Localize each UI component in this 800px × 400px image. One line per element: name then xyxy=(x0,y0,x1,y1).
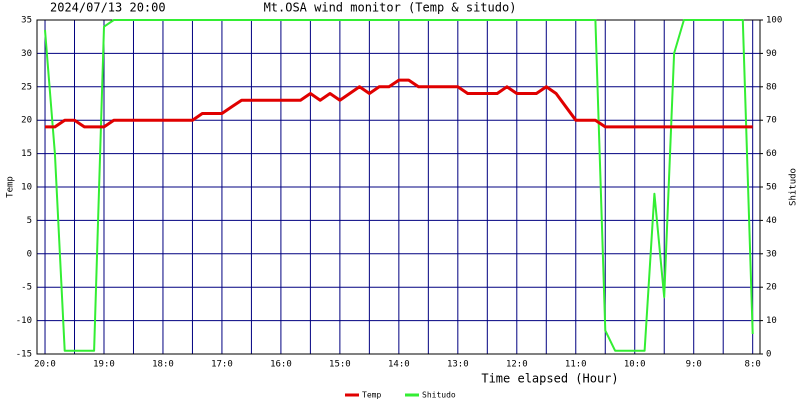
y-axis-title: Temp xyxy=(6,176,16,198)
x-tick-label: 8:0 xyxy=(745,360,761,370)
y2-tick-label: 20 xyxy=(766,283,777,293)
y2-tick-label: 90 xyxy=(766,49,777,59)
chart-title: Mt.OSA wind monitor (Temp & situdo) xyxy=(264,1,517,15)
x-tick-label: 18:0 xyxy=(152,360,174,370)
y2-tick-label: 60 xyxy=(766,149,777,159)
y-tick-label: -15 xyxy=(16,350,32,360)
x-tick-label: 14:0 xyxy=(388,360,410,370)
y-tick-label: 0 xyxy=(27,249,32,259)
x-tick-label: 20:0 xyxy=(34,360,56,370)
x-tick-label: 19:0 xyxy=(93,360,115,370)
x-tick-label: 17:0 xyxy=(211,360,233,370)
x-tick-label: 12:0 xyxy=(506,360,528,370)
legend-label: Shitudo xyxy=(422,391,456,400)
y-tick-label: 15 xyxy=(21,149,32,159)
x-tick-label: 15:0 xyxy=(329,360,351,370)
y-tick-label: 35 xyxy=(21,16,32,26)
y-tick-label: 10 xyxy=(21,183,32,193)
y2-tick-label: 30 xyxy=(766,249,777,259)
timestamp: 2024/07/13 20:00 xyxy=(50,1,166,15)
x-tick-label: 11:0 xyxy=(565,360,587,370)
legend-label: Temp xyxy=(362,391,381,400)
y2-tick-label: 0 xyxy=(766,350,771,360)
y2-tick-label: 50 xyxy=(766,183,777,193)
x-axis-title: Time elapsed (Hour) xyxy=(481,372,618,386)
y2-tick-label: 10 xyxy=(766,316,777,326)
x-tick-label: 16:0 xyxy=(270,360,292,370)
x-tick-label: 9:0 xyxy=(686,360,702,370)
y-tick-label: -10 xyxy=(16,316,32,326)
y-tick-label: 5 xyxy=(27,216,32,226)
y-tick-label: 25 xyxy=(21,82,32,92)
x-tick-label: 10:0 xyxy=(624,360,646,370)
x-tick-label: 13:0 xyxy=(447,360,469,370)
y2-tick-label: 100 xyxy=(766,16,782,26)
y2-tick-label: 80 xyxy=(766,82,777,92)
y-tick-label: 30 xyxy=(21,49,32,59)
y-tick-label: 20 xyxy=(21,116,32,126)
y-tick-label: -5 xyxy=(21,283,32,293)
series-line xyxy=(45,78,753,129)
series-line xyxy=(44,19,754,352)
y2-tick-label: 40 xyxy=(766,216,777,226)
y2-tick-label: 70 xyxy=(766,116,777,126)
y2-axis-title: Shitudo xyxy=(789,168,799,206)
